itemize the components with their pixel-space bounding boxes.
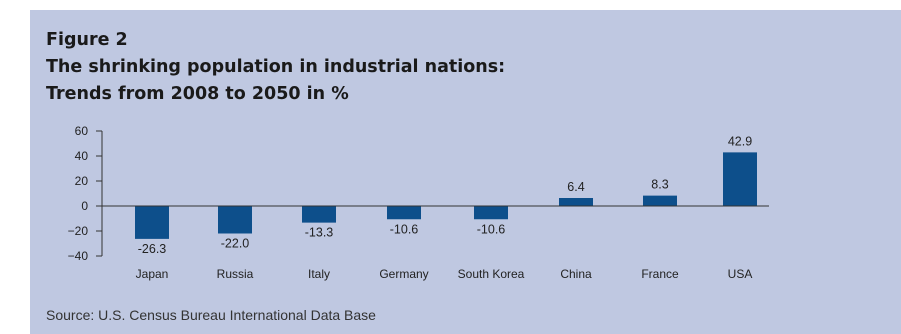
y-tick-label--40: −40	[68, 249, 89, 263]
category-label-russia: Russia	[217, 267, 254, 281]
y-tick-label--20: −20	[68, 224, 89, 238]
bar-chart: 60 40 20 0 −20 −40 -26.3 -22.0 -13.3 -10.6 -10.6 6.…	[68, 124, 769, 281]
category-label-france: France	[641, 267, 679, 281]
data-label-china: 6.4	[567, 180, 584, 194]
bar-usa	[723, 152, 757, 206]
data-label-japan: -26.3	[138, 242, 167, 256]
figure-title-line-2: Trends from 2008 to 2050 in %	[46, 84, 349, 104]
source-note: Source: U.S. Census Bureau International…	[46, 307, 376, 323]
bar-france	[643, 195, 677, 206]
bar-japan	[135, 206, 169, 239]
data-label-germany: -10.6	[390, 222, 419, 236]
category-label-south-korea: South Korea	[458, 267, 525, 281]
category-label-germany: Germany	[379, 267, 428, 281]
bar-germany	[387, 206, 421, 220]
figure-panel: Figure 2 The shrinking population in ind…	[30, 10, 901, 334]
bar-south-korea	[474, 206, 508, 220]
data-label-usa: 42.9	[728, 134, 752, 148]
data-label-italy: -13.3	[305, 226, 334, 240]
category-label-china: China	[560, 267, 592, 281]
category-label-japan: Japan	[136, 267, 169, 281]
y-tick-label-40: 40	[75, 149, 89, 163]
bar-russia	[218, 206, 252, 234]
y-tick-label-20: 20	[75, 174, 89, 188]
figure-title-line-1: The shrinking population in industrial n…	[46, 57, 506, 77]
category-label-usa: USA	[728, 267, 753, 281]
data-label-russia: -22.0	[221, 237, 250, 251]
figure-title: Figure 2 The shrinking population in ind…	[46, 27, 505, 108]
y-tick-label-60: 60	[75, 124, 89, 138]
figure-label: Figure 2	[46, 30, 128, 50]
data-label-south-korea: -10.6	[477, 222, 506, 236]
y-tick-label-0: 0	[81, 199, 88, 213]
bar-china	[559, 198, 593, 206]
data-label-france: 8.3	[651, 178, 668, 192]
category-label-italy: Italy	[308, 267, 330, 281]
bar-italy	[302, 206, 336, 223]
